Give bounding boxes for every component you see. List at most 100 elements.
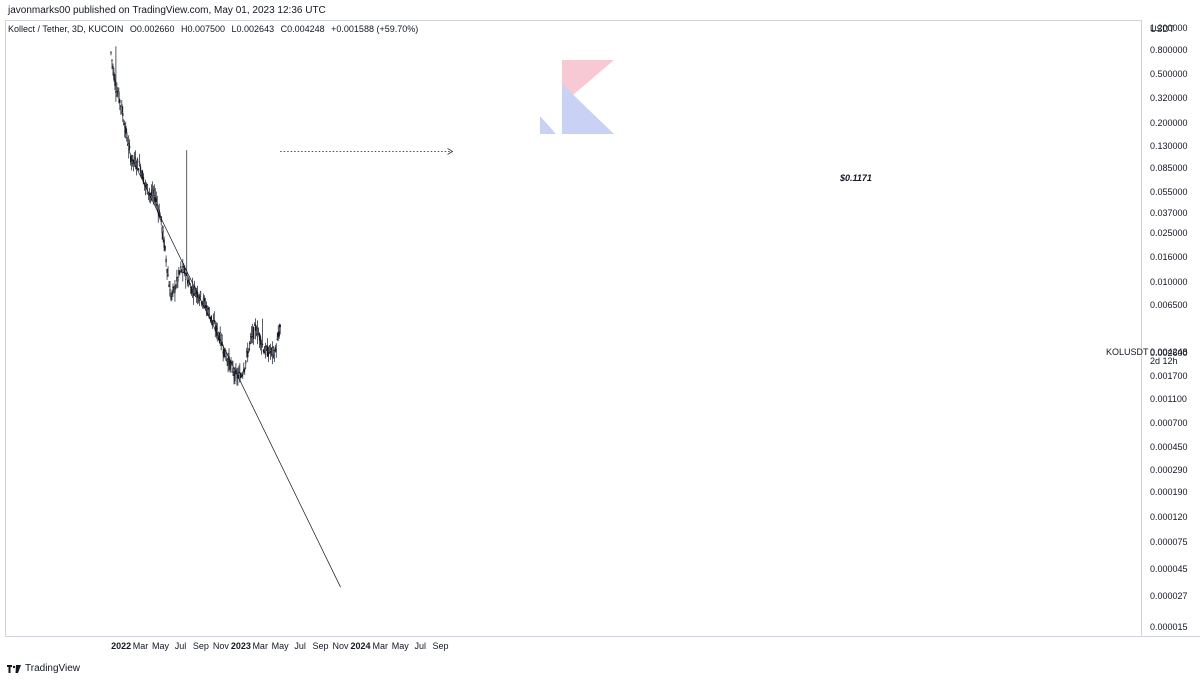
candle — [205, 301, 208, 317]
candle — [137, 167, 140, 171]
descending-trendline[interactable] — [131, 157, 341, 588]
price-axis-label: 0.000120 — [1150, 511, 1188, 522]
price-axis-label: 0.000015 — [1150, 622, 1188, 632]
candle — [127, 137, 129, 146]
candle — [168, 280, 170, 288]
price-axis-label: 0.000045 — [1150, 563, 1188, 574]
time-axis-month-label: Mar — [252, 641, 268, 651]
candle — [113, 67, 115, 82]
candle — [254, 318, 257, 340]
time-axis-month-label: Nov — [332, 641, 349, 651]
price-axis-label: 0.055000 — [1150, 186, 1188, 197]
time-axis-month-label: May — [151, 641, 170, 651]
publish-bar: javonmarks00 published on TradingView.co… — [0, 0, 1200, 20]
candle — [138, 153, 141, 167]
footer-brand[interactable]: TradingView — [7, 663, 80, 674]
drawings-group — [131, 148, 454, 588]
ohlc-change: +0.001588 (+59.70%) — [331, 24, 419, 34]
candle — [251, 326, 253, 344]
candle — [228, 348, 230, 371]
time-axis-divider — [5, 636, 1200, 637]
candle — [275, 343, 277, 358]
candle — [121, 100, 123, 115]
candle — [203, 295, 206, 309]
candle — [245, 360, 247, 369]
candle — [196, 285, 199, 305]
candle — [198, 293, 201, 306]
candle — [141, 169, 144, 180]
tradingview-logo-icon — [7, 664, 21, 673]
candle — [250, 332, 252, 345]
footer-brand-label: TradingView — [25, 663, 81, 674]
time-axis-month-label: Mar — [132, 641, 149, 651]
candle — [174, 280, 176, 302]
ohlc-high: H0.007500 — [180, 24, 226, 34]
candle — [161, 225, 163, 240]
candle — [157, 205, 159, 223]
candle — [267, 346, 270, 363]
time-axis-year-label: 2022 — [111, 641, 132, 651]
candle — [255, 325, 258, 337]
price-axis-label: 0.001700 — [1150, 371, 1188, 382]
price-axis-label: 1.200000 — [1150, 23, 1188, 33]
candle — [169, 281, 171, 297]
candle — [270, 347, 272, 357]
candle — [240, 372, 242, 379]
candle — [248, 348, 250, 353]
candle — [244, 367, 246, 375]
price-axis-currency: USDT — [1150, 24, 1175, 34]
candle — [175, 284, 177, 290]
candle — [117, 87, 119, 98]
candle — [215, 322, 217, 339]
candle — [139, 164, 142, 177]
price-axis-label: 0.016000 — [1150, 252, 1188, 263]
watermark-logo-corner — [540, 116, 556, 134]
candle — [260, 339, 263, 355]
candle — [111, 59, 113, 70]
price-axis-divider — [1141, 20, 1142, 637]
time-axis-year-label: 2023 — [230, 641, 251, 651]
candle — [176, 269, 178, 288]
time-axis-month-label: Jul — [414, 641, 426, 651]
time-axis-month-label: May — [391, 641, 409, 651]
price-axis-label: 0.000700 — [1150, 418, 1188, 429]
candle — [257, 327, 260, 336]
candle — [120, 105, 122, 115]
price-axis-label: 0.130000 — [1150, 140, 1188, 151]
candle — [265, 345, 268, 352]
candle — [247, 342, 249, 363]
candles-group — [110, 46, 281, 386]
candle — [236, 368, 238, 386]
candle — [276, 332, 278, 341]
candle — [122, 106, 124, 123]
candle — [212, 313, 214, 325]
price-axis-label: 0.000027 — [1150, 590, 1188, 601]
candle — [177, 276, 179, 289]
candle — [131, 154, 133, 171]
candle — [188, 276, 190, 288]
candle — [232, 360, 234, 377]
candle — [233, 371, 235, 385]
candle — [273, 349, 275, 362]
candle — [216, 323, 218, 342]
price-axis-label: 0.500000 — [1150, 69, 1188, 80]
candle — [164, 245, 166, 252]
candle — [256, 320, 259, 345]
current-price-label: 0.004248 — [1150, 347, 1188, 357]
price-axis-label: 0.000450 — [1150, 441, 1188, 452]
candle — [258, 332, 261, 349]
candle — [246, 347, 248, 358]
candle — [252, 323, 254, 344]
candle — [242, 371, 244, 379]
candle — [126, 128, 128, 142]
candle — [171, 289, 173, 301]
symbol-legend: Kollect / Tether, 3D, KUCOIN O0.002660 H… — [8, 24, 422, 34]
candle — [116, 82, 118, 97]
candle — [110, 51, 112, 56]
time-axis-year-label: 2024 — [350, 641, 371, 651]
candle — [272, 345, 274, 358]
candle — [124, 120, 126, 138]
candle — [130, 152, 132, 166]
price-axis-label: 0.037000 — [1150, 207, 1188, 218]
